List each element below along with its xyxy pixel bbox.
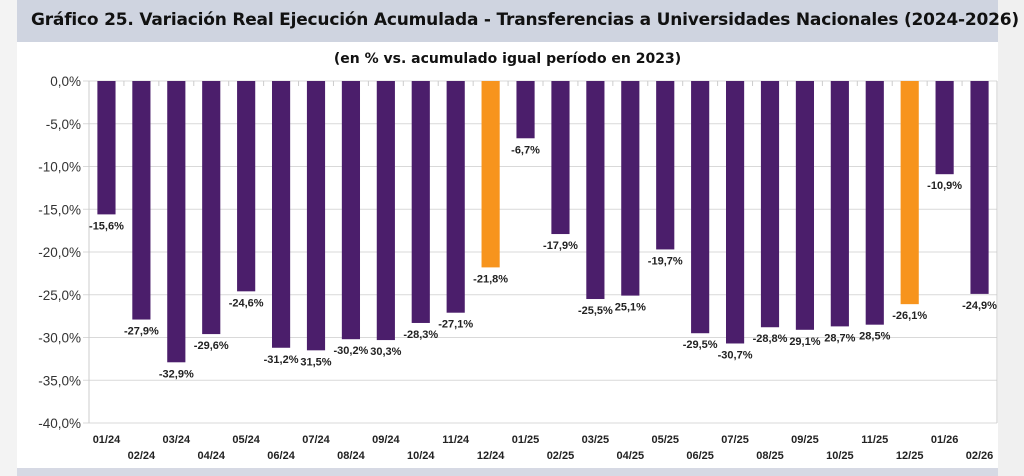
bar-01-24: [97, 81, 116, 215]
bars: [97, 81, 989, 363]
bar-02-25: [551, 81, 570, 235]
x-tick-label: 06/25: [686, 450, 714, 462]
y-tick-label: -20,0%: [38, 245, 81, 260]
x-tick-label: 08/24: [337, 450, 365, 462]
bar-08-25: [760, 81, 780, 328]
x-tick-label: 05/24: [232, 434, 260, 446]
bar-04-25: [621, 81, 640, 296]
left-margin: [0, 0, 17, 476]
bar-03-24: [167, 81, 186, 363]
x-tick-label: 10/25: [826, 450, 854, 462]
y-tick-label: -30,0%: [38, 331, 81, 346]
bar-12-25: [900, 81, 919, 305]
data-label: -27,9%: [124, 326, 159, 338]
bar-09-24: [376, 81, 395, 341]
x-tick-label: 01/24: [93, 434, 121, 446]
x-tick-label: 03/25: [582, 434, 610, 446]
data-label: -6,7%: [511, 144, 540, 156]
bar-11-25: [865, 81, 884, 325]
x-tick-label: 08/25: [756, 450, 784, 462]
data-label: -28,8%: [753, 333, 788, 345]
data-label: -28,3%: [403, 329, 438, 341]
bar-07-24: [306, 81, 326, 351]
data-label: -32,9%: [159, 368, 194, 380]
data-label: -21,8%: [473, 273, 508, 285]
y-tick-label: -40,0%: [38, 416, 81, 431]
data-label: -31,2%: [264, 354, 299, 366]
data-label: -19,7%: [648, 255, 683, 267]
bar-08-24: [341, 81, 361, 340]
bar-10-25: [830, 81, 849, 327]
chart-subtitle: (en % vs. acumulado igual período en 202…: [333, 51, 682, 67]
chart-title: Gráfico 25. Variación Real Ejecución Acu…: [31, 10, 1019, 30]
x-tick-label: 01/25: [512, 434, 540, 446]
data-label: -24,9%: [962, 300, 997, 312]
x-tick-label: 12/25: [896, 450, 924, 462]
x-tick-label: 02/25: [547, 450, 575, 462]
x-tick-label: 11/25: [861, 434, 888, 446]
bar-04-24: [202, 81, 221, 335]
bar-11-24: [446, 81, 465, 313]
data-label: -29,6%: [194, 340, 229, 352]
data-label: -17,9%: [543, 240, 578, 252]
bar-02-26: [970, 81, 989, 294]
x-tick-label: 06/24: [267, 450, 295, 462]
x-tick-label: 02/24: [128, 450, 156, 462]
bar-09-25: [795, 81, 815, 330]
data-labels: -15,6% -27,9% -32,9% -29,6% -24,6% -31,2% 31,5…: [89, 144, 997, 380]
data-label: 28,5%: [859, 331, 890, 343]
data-label: 31,5%: [300, 356, 331, 368]
bar-01-25: [516, 81, 535, 139]
bar-01-26: [935, 81, 954, 175]
data-label: -25,5%: [578, 305, 613, 317]
x-tick-label: 02/26: [966, 450, 994, 462]
y-tick-label: 0,0%: [50, 74, 81, 89]
x-tick-label: 11/24: [442, 434, 470, 446]
data-label: -10,9%: [927, 180, 962, 192]
bar-06-24: [271, 81, 291, 348]
bottom-band: [17, 468, 998, 476]
x-tick-label: 01/26: [931, 434, 959, 446]
x-tick-label: 04/24: [197, 450, 225, 462]
y-tick-label: -5,0%: [46, 117, 81, 132]
x-tick-label: 10/24: [407, 450, 435, 462]
data-label: -29,5%: [683, 339, 718, 351]
y-tick-label: -15,0%: [38, 202, 81, 217]
x-tick-label: 03/24: [163, 434, 191, 446]
bar-05-25: [656, 81, 675, 250]
x-tick-label: 12/24: [477, 450, 505, 462]
x-axis: 01/24 02/24 03/24 04/24 05/24 06/24 07/24 08/24…: [93, 434, 994, 462]
x-tick-label: 07/24: [302, 434, 330, 446]
chart-header: Gráfico 25. Variación Real Ejecución Acu…: [17, 0, 1019, 42]
data-label: -24,6%: [229, 297, 264, 309]
bar-12-24: [481, 81, 500, 268]
data-label: 29,1%: [789, 336, 820, 348]
gridlines: [83, 80, 998, 424]
data-label: -26,1%: [892, 310, 927, 322]
x-tick-label: 09/24: [372, 434, 400, 446]
data-label: -30,7%: [718, 349, 753, 361]
data-label: -30,2%: [333, 345, 368, 357]
data-label: 28,7%: [824, 332, 855, 344]
bar-06-25: [691, 81, 710, 334]
bar-02-24: [132, 81, 151, 320]
y-tick-label: -10,0%: [38, 160, 81, 175]
x-tick-label: 07/25: [721, 434, 749, 446]
x-tick-label: 05/25: [651, 434, 679, 446]
y-tick-label: -25,0%: [38, 288, 81, 303]
y-tick-label: -35,0%: [38, 373, 81, 388]
data-label: 30,3%: [370, 346, 401, 358]
data-label: -27,1%: [438, 319, 473, 331]
y-axis: 0,0% -5,0% -10,0% -15,0% -20,0% -25,0% -30,0% -…: [38, 74, 81, 431]
x-tick-label: 04/25: [617, 450, 645, 462]
x-tick-label: 09/25: [791, 434, 819, 446]
bar-03-25: [586, 81, 605, 300]
data-label: -15,6%: [89, 220, 124, 232]
bar-10-24: [411, 81, 430, 323]
bar-05-24: [237, 81, 256, 292]
bar-07-25: [725, 81, 745, 344]
data-label: 25,1%: [615, 302, 646, 314]
